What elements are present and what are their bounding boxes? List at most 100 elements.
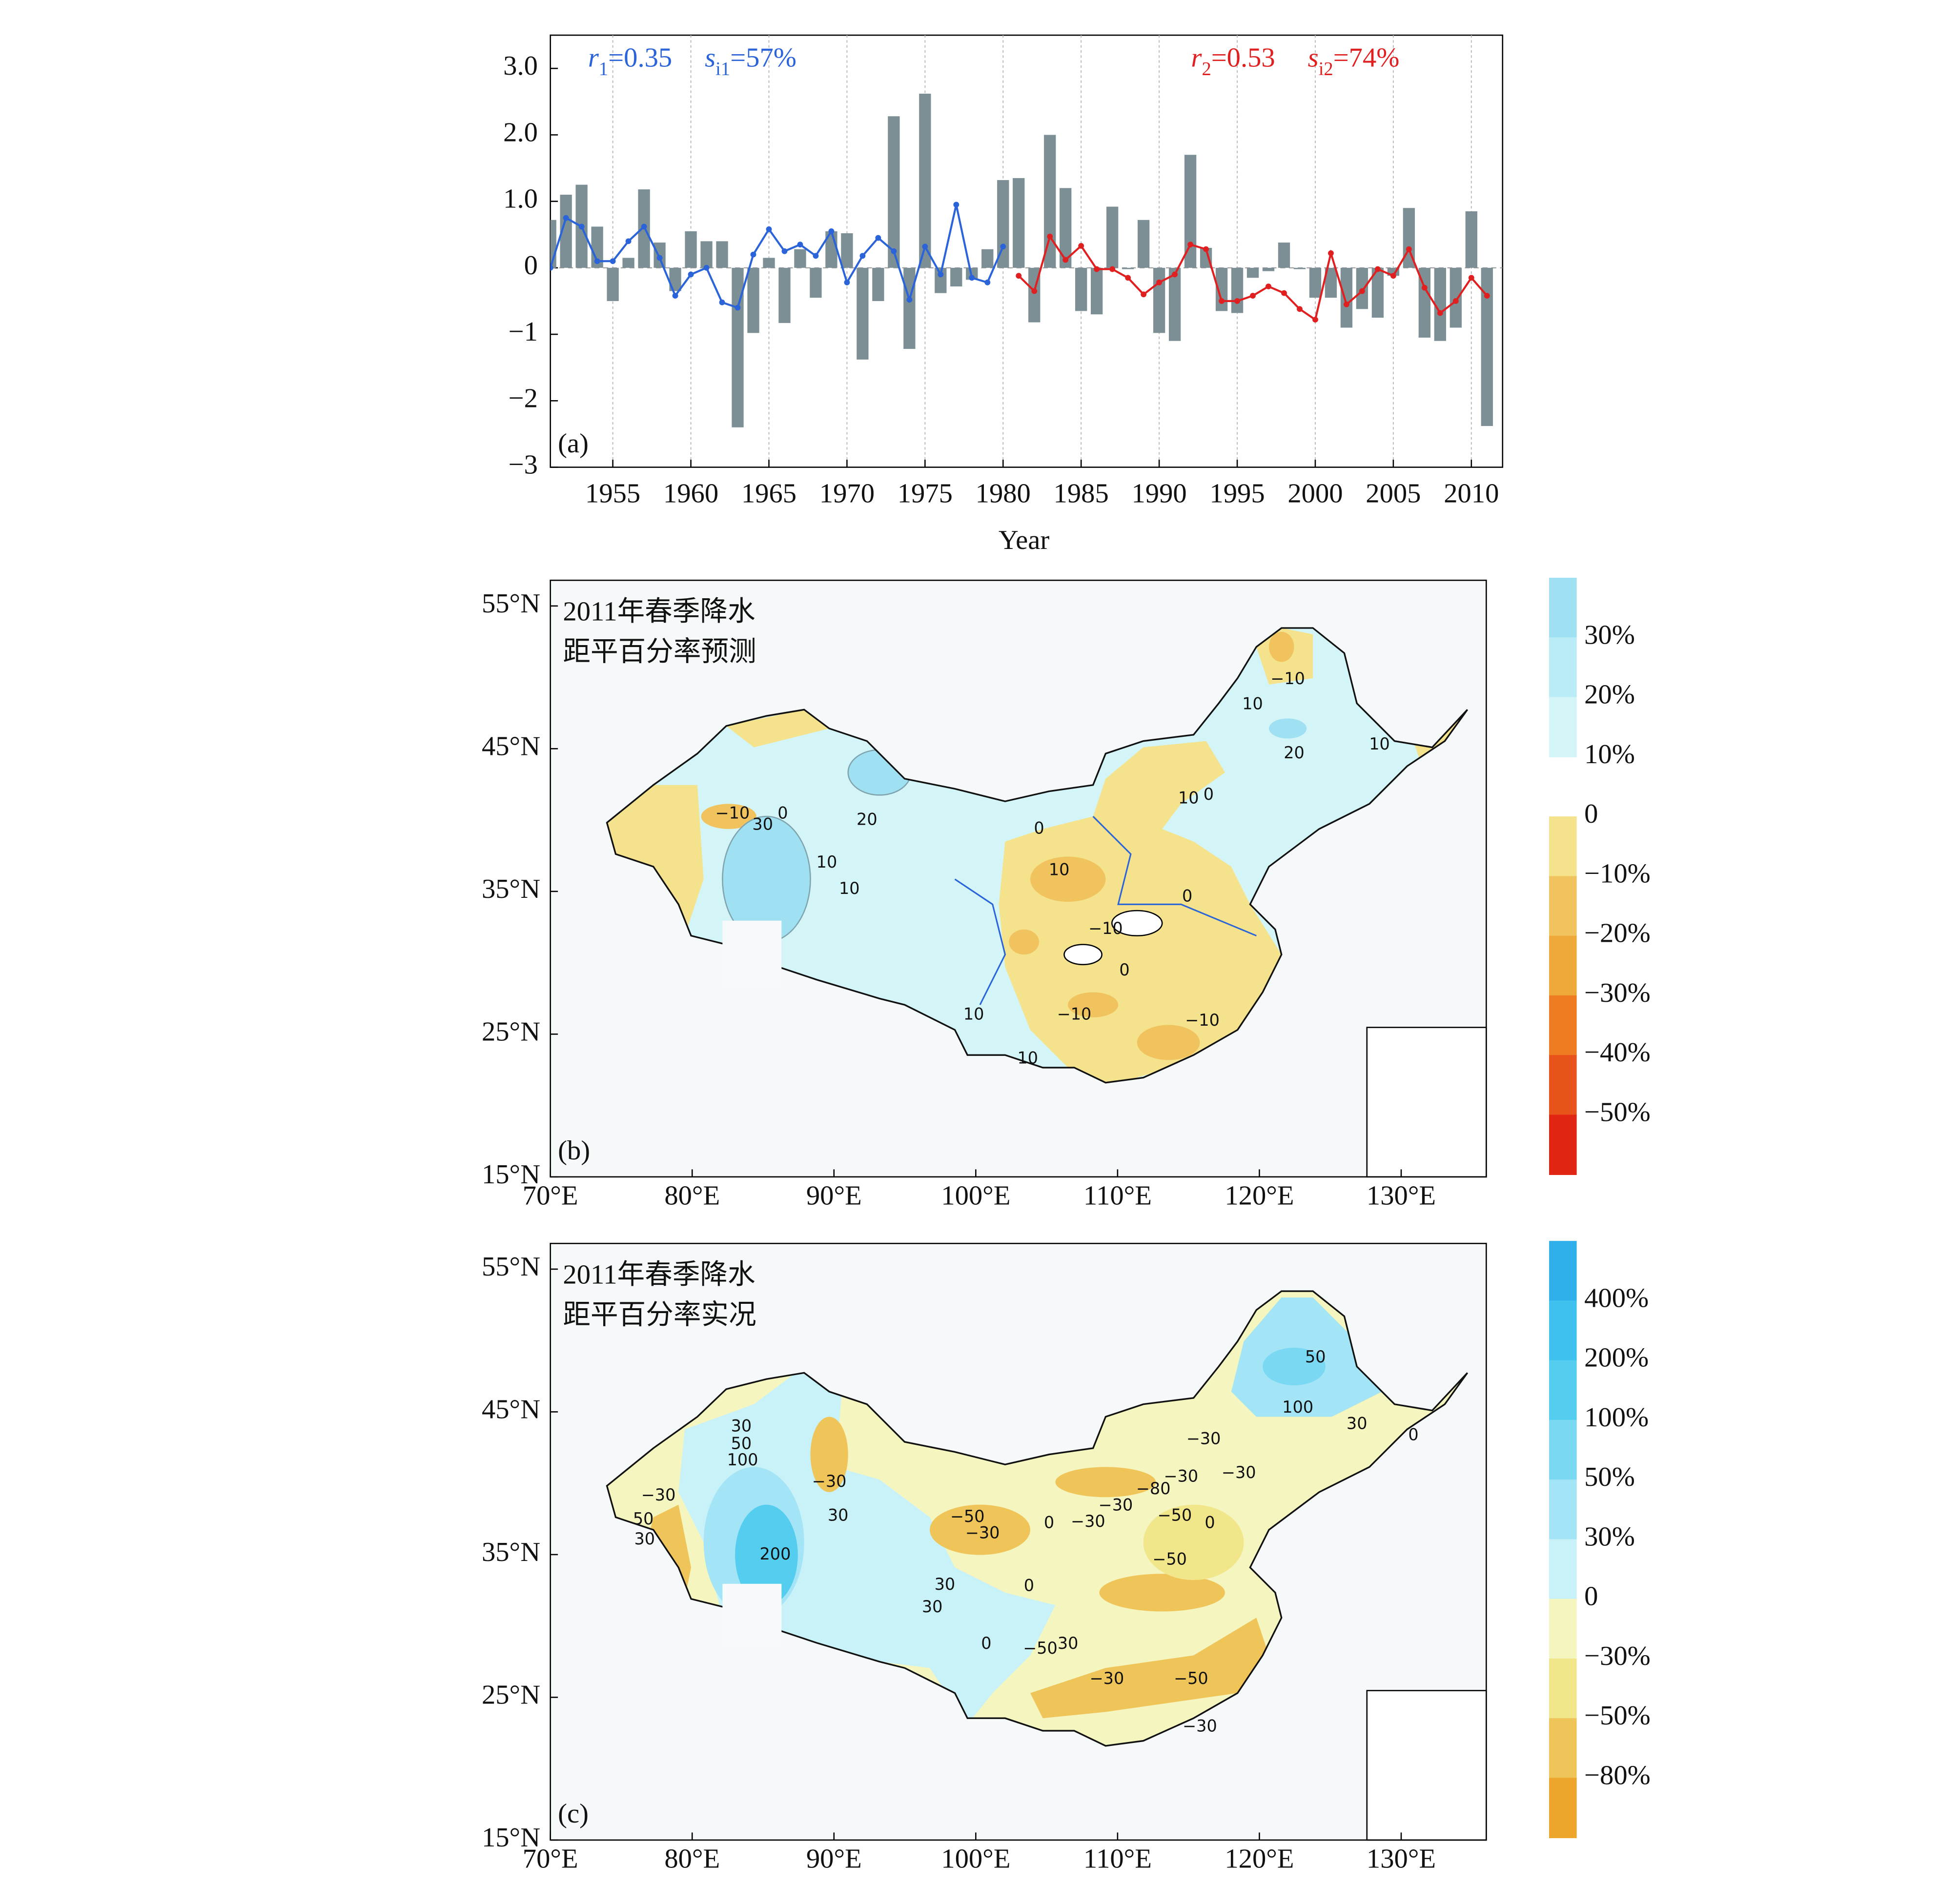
colorbar-box bbox=[1549, 876, 1577, 936]
x-tick-label: 1955 bbox=[585, 479, 640, 509]
line-point bbox=[1031, 288, 1038, 294]
colorbar-box bbox=[1549, 1114, 1577, 1175]
contour-label: 30 bbox=[935, 1575, 956, 1594]
y-tick-label: 45°N bbox=[482, 731, 540, 761]
bar bbox=[872, 267, 884, 301]
line-point bbox=[1250, 293, 1256, 299]
x-tick-label: 1965 bbox=[741, 479, 796, 509]
x-tick-label: 130°E bbox=[1367, 1844, 1436, 1874]
bar bbox=[903, 267, 916, 349]
contour-label: −30 bbox=[1099, 1496, 1133, 1515]
contour-label: 0 bbox=[1119, 960, 1129, 979]
annotation-part: r bbox=[588, 43, 599, 73]
y-tick-label: 35°N bbox=[482, 874, 540, 904]
contour-label: 0 bbox=[1204, 785, 1214, 804]
annotation-part: i1 bbox=[715, 59, 730, 79]
y-tick-label: 55°N bbox=[482, 588, 540, 619]
colorbar-box bbox=[1549, 935, 1577, 996]
colorbar-box bbox=[1549, 995, 1577, 1056]
line-point bbox=[1390, 273, 1396, 279]
line-point bbox=[1374, 266, 1381, 272]
x-tick-label: 110°E bbox=[1083, 1844, 1152, 1874]
contour-label: 30 bbox=[634, 1529, 655, 1548]
colorbar-label: 10% bbox=[1584, 739, 1635, 770]
contour-label: −30 bbox=[1222, 1463, 1256, 1482]
bar bbox=[1153, 267, 1165, 333]
contour-label: −30 bbox=[1186, 1429, 1221, 1448]
contour-label: −30 bbox=[965, 1523, 1000, 1542]
x-tick-label: 90°E bbox=[806, 1844, 862, 1874]
bar bbox=[747, 267, 759, 333]
colorbar-box bbox=[1549, 578, 1577, 638]
contour-label: −50 bbox=[950, 1507, 985, 1526]
line-point bbox=[1468, 275, 1474, 281]
line-point bbox=[1047, 233, 1053, 240]
contour-label: −30 bbox=[812, 1472, 847, 1491]
colorbar-label: 50% bbox=[1584, 1462, 1635, 1492]
bar bbox=[1231, 267, 1244, 313]
contour-label: 10 bbox=[1369, 734, 1390, 753]
map-title: 距平百分率预测 bbox=[563, 637, 756, 667]
colorbar-label: −30% bbox=[1584, 1641, 1651, 1671]
line-point bbox=[703, 264, 710, 271]
line-point bbox=[1062, 257, 1069, 263]
y-tick-label: 25°N bbox=[482, 1680, 540, 1710]
line-point bbox=[550, 264, 553, 271]
bar bbox=[685, 231, 697, 268]
line-point bbox=[672, 293, 678, 299]
bar bbox=[841, 233, 853, 268]
contour-label: 30 bbox=[828, 1505, 849, 1524]
line-point bbox=[1312, 317, 1318, 323]
contour-label: 10 bbox=[817, 852, 837, 871]
y-tick-label: 1.0 bbox=[503, 184, 538, 214]
bar bbox=[1293, 267, 1306, 269]
contour-label: 10 bbox=[839, 879, 860, 898]
line-point bbox=[828, 228, 835, 234]
line-point bbox=[1421, 284, 1428, 291]
bar bbox=[950, 267, 962, 286]
colorbar-label: −30% bbox=[1584, 978, 1651, 1008]
colorbar-label: 400% bbox=[1584, 1283, 1649, 1313]
panel-label: (a) bbox=[558, 428, 589, 459]
contour-label: 20 bbox=[857, 810, 878, 829]
bar bbox=[778, 267, 791, 323]
line-point bbox=[1000, 243, 1006, 250]
colorbar-box bbox=[1549, 1599, 1577, 1660]
contour-label: 10 bbox=[1242, 694, 1263, 713]
line-point bbox=[906, 297, 913, 303]
line-point bbox=[1234, 298, 1240, 304]
line-point bbox=[1219, 298, 1225, 304]
annotation-part: =74% bbox=[1333, 43, 1400, 73]
colorbar-label: −40% bbox=[1584, 1037, 1651, 1068]
contour-label: 0 bbox=[1044, 1513, 1054, 1532]
annotation-part: r bbox=[1191, 43, 1202, 73]
bar bbox=[550, 220, 556, 268]
bar bbox=[1246, 267, 1259, 278]
colorbar-box bbox=[1549, 1055, 1577, 1115]
bar bbox=[1106, 206, 1119, 268]
y-tick-label: 0 bbox=[524, 250, 538, 281]
x-tick-label: 1995 bbox=[1209, 479, 1265, 509]
line-point bbox=[1359, 288, 1365, 294]
contour-label: −10 bbox=[1088, 919, 1123, 938]
y-tick-label: 45°N bbox=[482, 1394, 540, 1424]
line-point bbox=[594, 258, 600, 264]
contour-label: 50 bbox=[731, 1434, 752, 1453]
map-b bbox=[550, 580, 1487, 1178]
y-tick-label: 2.0 bbox=[503, 117, 538, 147]
annotation-part: s bbox=[1308, 43, 1319, 73]
contour-label: 30 bbox=[1347, 1414, 1368, 1433]
x-tick-label: 100°E bbox=[941, 1844, 1010, 1874]
y-tick-label: 35°N bbox=[482, 1537, 540, 1567]
x-tick-label: 90°E bbox=[806, 1181, 862, 1211]
contour-label: −50 bbox=[1023, 1639, 1058, 1658]
colorbar-box bbox=[1549, 1718, 1577, 1779]
contour-label: 0 bbox=[777, 803, 788, 822]
contour-label: 50 bbox=[633, 1509, 654, 1528]
contour-label: 0 bbox=[1182, 886, 1192, 905]
bar bbox=[981, 249, 994, 268]
bar bbox=[1465, 211, 1477, 268]
colorbar-box bbox=[1549, 816, 1577, 877]
x-tick-label: 110°E bbox=[1083, 1181, 1152, 1211]
colorbar-label: 0 bbox=[1584, 1581, 1598, 1612]
